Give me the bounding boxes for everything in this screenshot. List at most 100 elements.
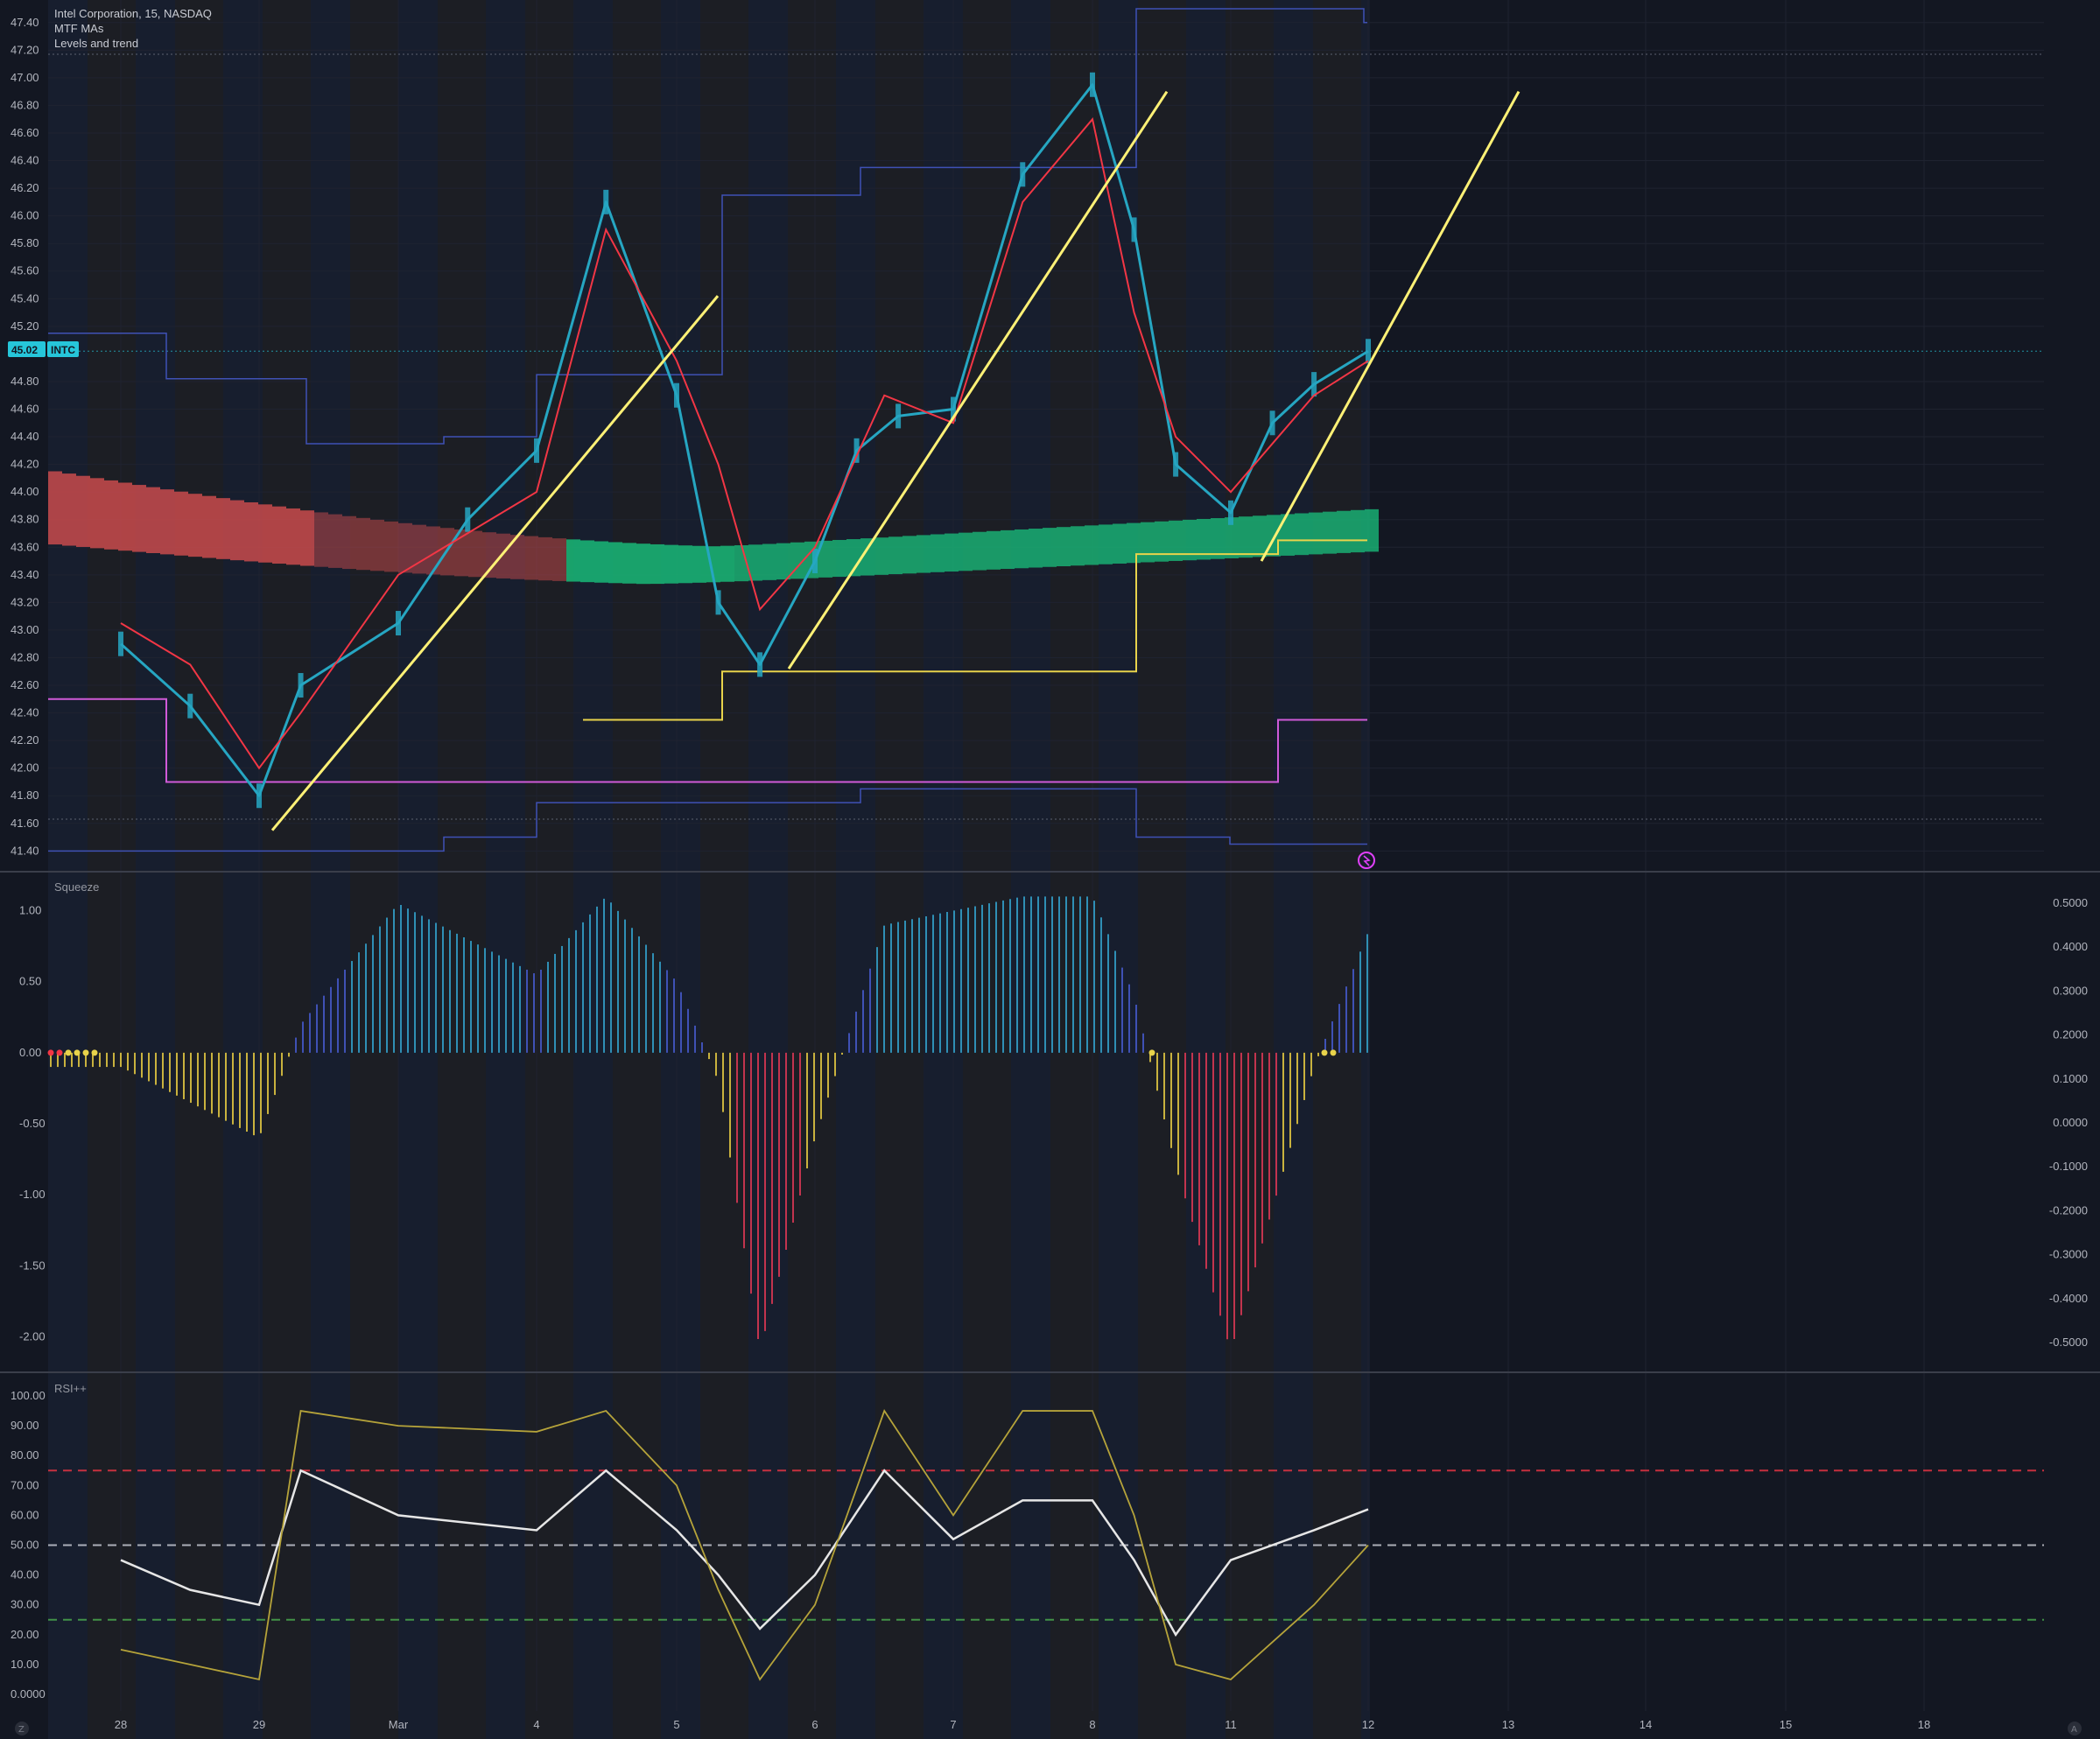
session-band — [836, 0, 875, 1739]
lower-level-line — [48, 788, 1367, 852]
mtf-cloud-bar — [931, 534, 945, 572]
indicator-levels-trend[interactable]: Levels and trend — [54, 37, 138, 50]
squeeze-tick-label: 1.00 — [19, 904, 41, 917]
squeeze-right-tick-label: 0.5000 — [2053, 896, 2088, 909]
mtf-cloud-bar — [510, 535, 524, 579]
squeeze-dot — [1321, 1049, 1328, 1056]
price-tick-label: 41.80 — [11, 789, 39, 802]
session-band — [311, 0, 350, 1739]
rsi-tick-label: 20.00 — [11, 1628, 39, 1641]
rsi-pane[interactable] — [48, 1409, 2044, 1681]
mtf-cloud-bar — [888, 536, 903, 575]
squeeze-pane[interactable] — [47, 896, 1368, 1340]
session-band — [1138, 0, 1186, 1739]
mtf-cloud-bar — [608, 542, 622, 584]
squeeze-dot — [56, 1049, 63, 1056]
indicator-mtf-mas[interactable]: MTF MAs — [54, 22, 104, 35]
timezone-button[interactable]: Z — [15, 1721, 29, 1735]
session-band — [700, 0, 748, 1739]
mtf-cloud-bar — [328, 514, 342, 568]
mtf-cloud-bar — [188, 494, 202, 557]
mtf-cloud-bar — [1323, 511, 1337, 554]
squeeze-right-tick-label: -0.5000 — [2049, 1336, 2088, 1349]
auto-scale-button[interactable]: A — [2068, 1721, 2082, 1735]
time-tick-label: 7 — [950, 1718, 956, 1731]
candle — [256, 783, 262, 809]
mtf-cloud-bar — [62, 473, 76, 546]
mtf-cloud-bar — [1057, 527, 1071, 567]
session-band — [1226, 0, 1274, 1739]
time-tick-label: 8 — [1089, 1718, 1095, 1731]
rsi-tick-label: 70.00 — [11, 1478, 39, 1491]
mtf-cloud-bar — [314, 512, 328, 567]
mtf-cloud-bar — [1113, 523, 1127, 564]
session-band — [175, 0, 223, 1739]
alert-icon[interactable] — [1358, 852, 1375, 869]
rsi-tick-label: 80.00 — [11, 1448, 39, 1462]
mtf-cloud-bar — [1141, 522, 1155, 563]
ticker-label: INTC — [51, 344, 75, 356]
support-step-line — [583, 539, 1367, 721]
mtf-cloud-bar — [272, 506, 286, 564]
time-tick-label: 28 — [115, 1718, 127, 1731]
price-tick-label: 45.80 — [11, 236, 39, 249]
mtf-cloud-bar — [370, 519, 384, 571]
price-tick-label: 42.80 — [11, 650, 39, 663]
squeeze-right-tick-label: 0.1000 — [2053, 1072, 2088, 1085]
mtf-cloud-bar — [664, 544, 678, 584]
price-tick-label: 45.60 — [11, 264, 39, 277]
mtf-cloud-bar — [678, 545, 692, 584]
session-band — [1011, 0, 1050, 1739]
squeeze-right-tick-label: 0.0000 — [2053, 1116, 2088, 1129]
session-band — [1274, 0, 1313, 1739]
candle — [1311, 372, 1317, 397]
mtf-cloud-bar — [174, 491, 188, 556]
symbol-title[interactable]: Intel Corporation, 15, NASDAQ — [54, 7, 212, 20]
session-band — [875, 0, 924, 1739]
mtf-cloud-bar — [566, 539, 580, 582]
candle — [298, 673, 304, 698]
mtf-cloud-bar — [1365, 508, 1379, 552]
price-tick-label: 45.40 — [11, 291, 39, 305]
squeeze-tick-label: -1.50 — [19, 1259, 46, 1272]
candle — [715, 590, 721, 615]
time-tick-label: 11 — [1225, 1718, 1237, 1731]
squeeze-pane-title[interactable]: Squeeze — [54, 880, 99, 894]
squeeze-tick-label: -2.00 — [19, 1329, 46, 1343]
session-band — [486, 0, 525, 1739]
price-tick-label: 44.00 — [11, 485, 39, 498]
mtf-cloud-bar — [860, 538, 874, 576]
mtf-cloud-bar — [720, 545, 734, 582]
mtf-cloud-bar — [230, 500, 244, 561]
squeeze-dot — [74, 1049, 81, 1056]
candle — [465, 507, 471, 532]
squeeze-dot — [47, 1049, 54, 1056]
mtf-cloud-bar — [1043, 528, 1057, 567]
candle — [396, 611, 401, 636]
candle — [1366, 339, 1371, 364]
axis-labels: 47.40 47.20 47.00 46.80 46.60 46.40 46.20 46.00… — [11, 16, 2088, 1731]
mtf-cloud-bar — [1337, 510, 1351, 553]
time-tick-label: 5 — [673, 1718, 679, 1731]
time-tick-label: 15 — [1780, 1718, 1792, 1731]
price-tick-label: 46.00 — [11, 209, 39, 222]
session-band — [525, 0, 573, 1739]
rsi-pane-title[interactable]: RSI++ — [54, 1382, 87, 1395]
price-pane[interactable] — [48, 8, 2044, 852]
mtf-cloud-bar — [146, 487, 160, 554]
mtf-cloud-bar — [538, 536, 552, 581]
mtf-cloud-bar — [762, 543, 776, 580]
session-band — [748, 0, 788, 1739]
session-band — [88, 0, 136, 1739]
price-tick-label: 46.20 — [11, 181, 39, 194]
price-tick-label: 44.20 — [11, 458, 39, 471]
price-tick-label: 47.00 — [11, 71, 39, 84]
price-tick-label: 43.00 — [11, 623, 39, 636]
mtf-cloud-bar — [903, 536, 917, 574]
price-tick-label: 46.60 — [11, 126, 39, 139]
mtf-cloud-bar — [832, 539, 846, 578]
rsi-tick-label: 100.00 — [11, 1389, 46, 1402]
mtf-cloud-bar — [1155, 521, 1169, 562]
mtf-cloud-bar — [398, 522, 412, 573]
